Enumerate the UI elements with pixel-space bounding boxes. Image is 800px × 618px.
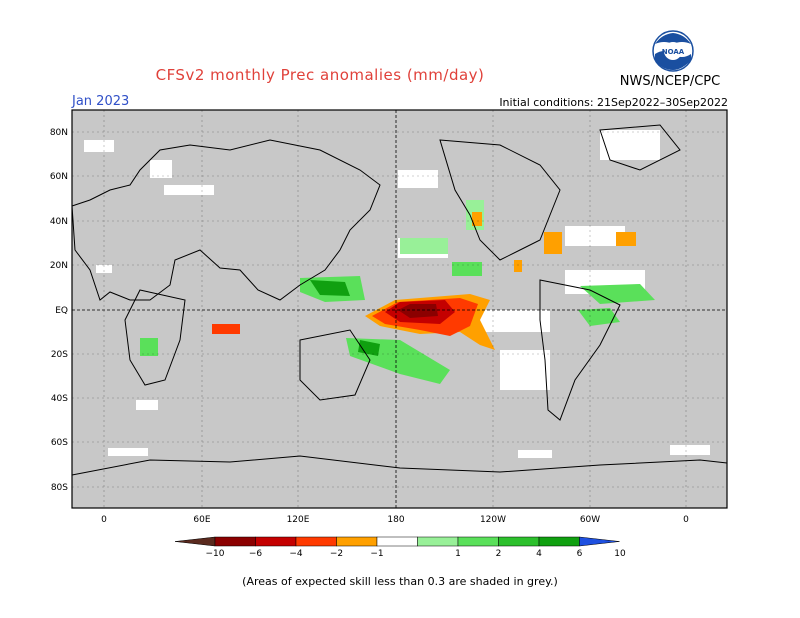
skill-note: (Areas of expected skill less than 0.3 a…	[242, 575, 558, 588]
legend-swatch	[376, 536, 418, 547]
lat-label: 40N	[50, 217, 68, 227]
legend-swatch	[498, 536, 540, 547]
dry-anomalies	[212, 212, 636, 350]
legend-label: −4	[289, 549, 303, 559]
legend-label: −1	[370, 549, 383, 559]
legend-swatch	[336, 536, 378, 547]
map-frame	[71, 109, 728, 509]
legend-label: −2	[330, 549, 343, 559]
lat-label: 60N	[50, 172, 68, 182]
map-grid	[72, 110, 727, 508]
longitude-labels: 0 60E 120E 180 120W 60W 0	[101, 515, 689, 525]
lon-label: 60E	[193, 515, 210, 525]
svg-text:NOAA: NOAA	[662, 48, 685, 56]
legend-swatch	[255, 536, 297, 547]
lon-label: 60W	[580, 515, 600, 525]
legend-label: 10	[614, 549, 626, 559]
latitude-labels: 80N 60N 40N 20N EQ 20S 40S 60S 80S	[50, 128, 68, 493]
lon-label: 0	[683, 515, 689, 525]
lat-label: 60S	[51, 438, 68, 448]
lat-label: EQ	[55, 306, 68, 316]
map-title: CFSv2 monthly Prec anomalies (mm/day)	[155, 66, 485, 84]
color-legend: −10 −6 −4 −2 −1 1 2 4 6 10	[174, 536, 626, 559]
legend-arrow-high	[579, 536, 620, 547]
legend-swatch	[295, 536, 337, 547]
legend-swatch	[214, 536, 256, 547]
legend-label: −10	[206, 549, 225, 559]
lon-label: 180	[387, 515, 404, 525]
initial-conditions: Initial conditions: 21Sep2022–30Sep2022	[499, 96, 728, 109]
lat-label: 20S	[51, 350, 68, 360]
lat-label: 80S	[51, 483, 68, 493]
lat-label: 80N	[50, 128, 68, 138]
legend-swatch	[417, 536, 459, 547]
legend-swatch	[538, 536, 580, 547]
forecast-month: Jan 2023	[72, 94, 130, 109]
legend-swatch	[457, 536, 499, 547]
legend-label: 6	[577, 549, 583, 559]
noaa-logo-icon: NOAA	[652, 30, 694, 72]
lon-label: 120W	[480, 515, 506, 525]
lat-label: 40S	[51, 394, 68, 404]
lon-label: 120E	[287, 515, 310, 525]
legend-label: 2	[496, 549, 502, 559]
legend-arrow-low	[174, 536, 216, 547]
coastlines	[71, 124, 728, 476]
legend-label: 1	[455, 549, 461, 559]
legend-label: −6	[249, 549, 263, 559]
lat-label: 20N	[50, 261, 68, 271]
legend-label: 4	[536, 549, 542, 559]
lon-label: 0	[101, 515, 107, 525]
org-label: NWS/NCEP/CPC	[619, 74, 721, 89]
